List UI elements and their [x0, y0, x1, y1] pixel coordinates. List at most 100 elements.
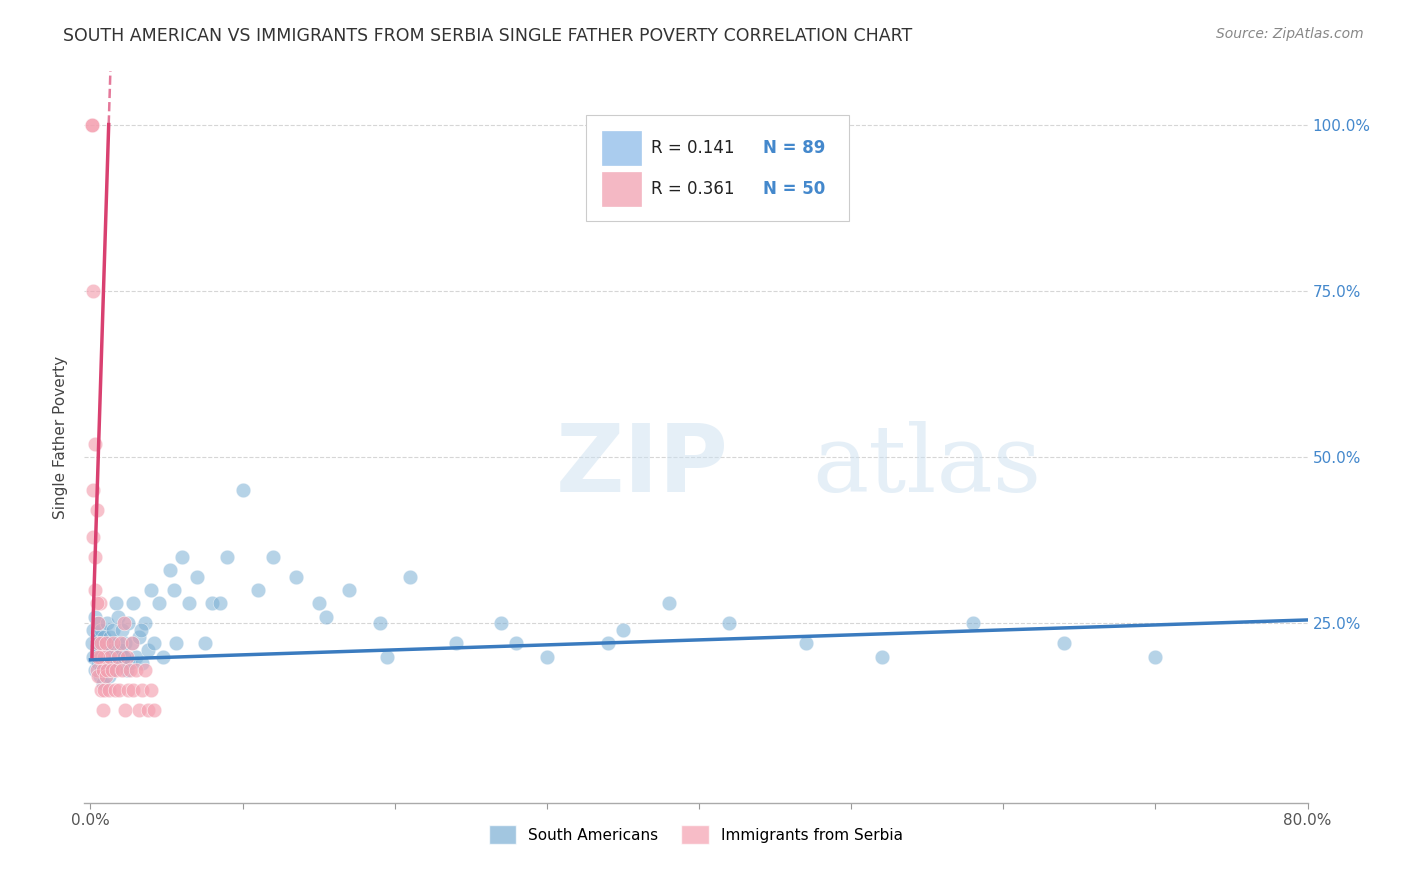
Point [131, 682, 153, 697]
Point [107, 609, 129, 624]
Point [96, 663, 118, 677]
Point [100, 663, 122, 677]
Point [612, 623, 634, 637]
Point [107, 636, 129, 650]
Point [121, 636, 143, 650]
Point [94, 669, 117, 683]
Point [165, 636, 187, 650]
Point [86, 596, 108, 610]
Point [90, 623, 112, 637]
Point [104, 649, 127, 664]
Point [87, 636, 110, 650]
Point [110, 643, 132, 657]
Point [80, 118, 103, 132]
Point [87, 616, 110, 631]
Point [82, 284, 104, 298]
Point [121, 636, 143, 650]
Text: ZIP: ZIP [555, 420, 728, 512]
Point [91, 676, 114, 690]
Point [444, 636, 467, 650]
Point [91, 703, 114, 717]
Point [93, 656, 115, 670]
Point [143, 703, 166, 717]
Point [100, 643, 122, 657]
Point [97, 669, 120, 683]
Point [148, 596, 170, 610]
Point [125, 663, 148, 677]
Point [96, 649, 118, 664]
Point [82, 623, 104, 637]
Point [136, 703, 159, 717]
FancyBboxPatch shape [602, 131, 641, 165]
Point [489, 616, 512, 631]
Point [86, 503, 108, 517]
Point [89, 596, 111, 610]
FancyBboxPatch shape [586, 115, 849, 221]
Point [107, 649, 129, 664]
Point [96, 616, 118, 631]
Point [505, 636, 527, 650]
Point [208, 596, 231, 610]
Point [186, 570, 208, 584]
Point [94, 643, 117, 657]
Point [84, 549, 107, 564]
Text: R = 0.141: R = 0.141 [651, 139, 734, 157]
Point [103, 663, 125, 677]
Point [962, 616, 984, 631]
Text: R = 0.361: R = 0.361 [651, 180, 734, 198]
Point [108, 682, 131, 697]
Point [131, 656, 153, 670]
Point [82, 483, 104, 498]
Point [87, 636, 110, 650]
Point [93, 682, 115, 697]
Point [105, 663, 128, 677]
Point [90, 682, 112, 697]
Point [125, 649, 148, 664]
Point [232, 483, 254, 498]
Point [111, 663, 134, 677]
Point [89, 643, 111, 657]
Point [368, 616, 391, 631]
Point [375, 649, 398, 664]
Point [112, 616, 135, 631]
Point [794, 636, 817, 650]
Point [118, 663, 141, 677]
Point [84, 663, 107, 677]
Point [98, 649, 121, 664]
Point [105, 596, 128, 610]
Point [84, 436, 107, 450]
Point [136, 643, 159, 657]
Point [94, 663, 117, 677]
Point [93, 649, 115, 664]
Point [1144, 649, 1167, 664]
Point [86, 663, 108, 677]
Point [108, 656, 131, 670]
Point [112, 649, 135, 664]
Point [94, 636, 117, 650]
Point [103, 623, 125, 637]
Point [217, 549, 239, 564]
Point [118, 656, 141, 670]
Point [201, 596, 224, 610]
Point [110, 636, 132, 650]
Point [87, 616, 110, 631]
Point [315, 609, 337, 624]
Point [308, 596, 330, 610]
Point [114, 703, 136, 717]
Point [82, 649, 104, 664]
Point [87, 656, 110, 670]
Point [399, 570, 422, 584]
Point [284, 570, 307, 584]
Y-axis label: Single Father Poverty: Single Father Poverty [53, 356, 69, 518]
Point [536, 649, 558, 664]
Point [80, 118, 103, 132]
Point [86, 630, 108, 644]
Point [134, 663, 156, 677]
Point [89, 669, 111, 683]
Point [193, 636, 215, 650]
Point [98, 656, 121, 670]
Point [87, 669, 110, 683]
Point [91, 636, 114, 650]
Point [337, 582, 360, 597]
Point [246, 582, 269, 597]
